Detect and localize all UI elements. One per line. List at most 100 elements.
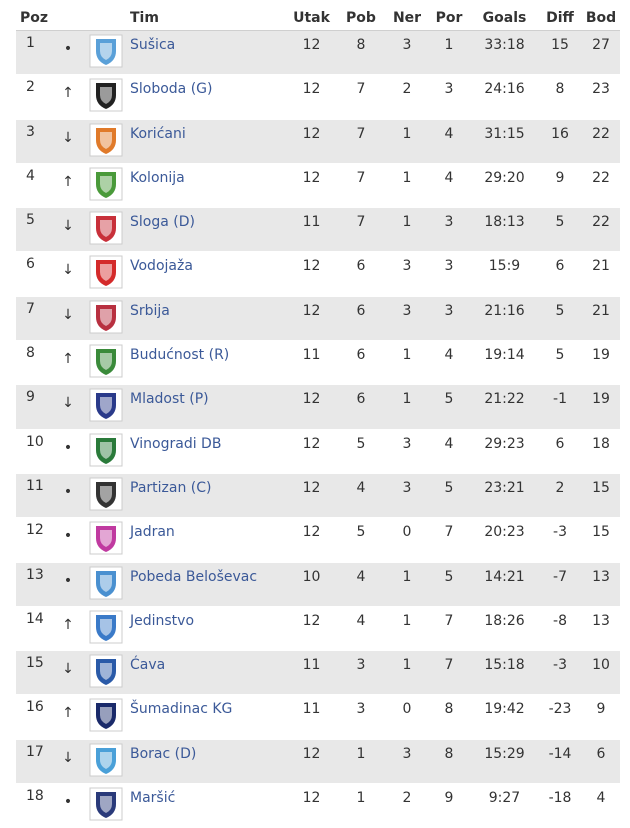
team-name-link[interactable]: Šumadinac KG [130,701,233,718]
team-name-link[interactable]: Vinogradi DB [130,435,222,452]
losses-cell: 4 [444,435,454,452]
losses-cell: 1 [444,37,454,53]
team-name-link[interactable]: Jadran [130,524,175,541]
team-name-link[interactable]: Borac (D) [130,745,197,762]
trend-icon: • [63,483,73,500]
played-cell: 12 [302,258,321,275]
table-row: 1 • Sušica 12 8 3 1 33:18 15 27 [16,31,620,76]
played-cell: 12 [302,169,321,186]
header-pob[interactable]: Pob [346,10,376,26]
position-cell: 18 [26,788,44,805]
header-goals[interactable]: Goals [482,10,527,26]
team-name-link[interactable]: Pobeda Beloševac [130,568,258,585]
team-name-link[interactable]: Sloboda (G) [130,81,213,98]
played-cell: 12 [302,524,321,541]
goal-diff-cell: -3 [553,657,567,674]
played-cell: 12 [302,37,321,53]
team-name-link[interactable]: Budućnost (R) [130,347,230,364]
header-ner[interactable]: Ner [392,10,422,26]
wins-cell: 6 [356,302,366,319]
position-cell: 15 [26,655,44,672]
position-cell: 16 [26,699,44,716]
goals-cell: 15:18 [484,657,525,674]
goal-diff-cell: -18 [548,790,572,807]
goals-cell: 29:23 [484,435,525,452]
team-name-link[interactable]: Sloga (D) [130,214,195,231]
losses-cell: 3 [444,302,454,319]
team-name-link[interactable]: Maršić [130,790,176,807]
draws-cell: 2 [402,790,412,807]
wins-cell: 4 [356,568,366,585]
played-cell: 12 [302,81,321,98]
wins-cell: 7 [356,81,366,98]
trend-icon: ↑ [62,85,74,102]
trend-icon: ↓ [62,129,74,146]
team-name-link[interactable]: Jedinstvo [130,612,195,629]
team-crest-icon [82,740,130,777]
table-row: 2 ↑ Sloboda (G) 12 7 2 3 24:16 8 23 [16,75,620,120]
team-name-link[interactable]: Partizan (C) [130,479,212,496]
table-row: 6 ↓ Vodojaža 12 6 3 3 15:9 6 21 [16,252,620,297]
draws-cell: 3 [402,302,412,319]
goals-cell: 21:16 [484,302,525,319]
trend-icon: ↑ [62,616,74,633]
goals-cell: 19:14 [484,347,525,364]
team-name-link[interactable]: Mladost (P) [130,391,209,408]
wins-cell: 3 [356,701,366,718]
header-por[interactable]: Por [435,10,463,26]
goals-cell: 23:21 [484,479,525,496]
points-cell: 19 [592,391,610,408]
position-cell: 2 [26,79,35,96]
goal-diff-cell: 6 [555,258,565,275]
goal-diff-cell: 5 [555,302,565,319]
losses-cell: 7 [444,657,454,674]
header-diff[interactable]: Diff [546,10,574,26]
header-bod[interactable]: Bod [585,10,617,26]
table-row: 4 ↑ Kolonija 12 7 1 4 29:20 9 22 [16,164,620,209]
team-name-link[interactable]: Korićani [130,125,186,142]
losses-cell: 5 [444,568,454,585]
played-cell: 12 [302,125,321,142]
team-crest-icon [82,297,130,334]
goal-diff-cell: 8 [555,81,565,98]
goals-cell: 9:27 [488,790,521,807]
team-name-link[interactable]: Kolonija [130,169,185,186]
goal-diff-cell: 5 [555,347,565,364]
trend-icon: ↑ [62,351,74,368]
team-crest-icon [82,252,130,289]
trend-icon: • [63,572,73,589]
draws-cell: 3 [402,745,412,762]
position-cell: 1 [26,35,35,51]
wins-cell: 8 [356,37,366,53]
team-crest-icon [82,75,130,112]
header-tim[interactable]: Tim [130,10,159,26]
trend-icon: ↓ [62,306,74,323]
wins-cell: 3 [356,657,366,674]
position-cell: 14 [26,610,44,627]
header-poz[interactable]: Poz [20,10,49,26]
wins-cell: 6 [356,391,366,408]
team-name-link[interactable]: Srbija [130,302,170,319]
goals-cell: 19:42 [484,701,525,718]
header-utak[interactable]: Utak [293,10,330,26]
crest-shield-icon [89,211,123,245]
team-name-link[interactable]: Ćava [130,657,166,674]
crest-shield-icon [89,300,123,334]
table-row: 11 • Partizan (C) 12 4 3 5 23:21 2 15 [16,473,620,519]
played-cell: 12 [302,302,321,319]
crest-shield-icon [89,78,123,112]
goals-cell: 15:9 [488,258,521,275]
goals-cell: 31:15 [484,125,525,142]
points-cell: 13 [592,568,610,585]
trend-icon: ↑ [62,705,74,722]
wins-cell: 6 [356,258,366,275]
played-cell: 11 [302,347,321,364]
team-name-link[interactable]: Vodojaža [130,258,193,275]
wins-cell: 7 [356,214,366,231]
goals-cell: 15:29 [484,745,525,762]
position-cell: 17 [26,743,44,760]
table-row: 7 ↓ Srbija 12 6 3 3 21:16 5 21 [16,296,620,342]
crest-shield-icon [89,34,123,68]
team-name-link[interactable]: Sušica [130,37,176,53]
trend-icon: • [63,794,73,811]
